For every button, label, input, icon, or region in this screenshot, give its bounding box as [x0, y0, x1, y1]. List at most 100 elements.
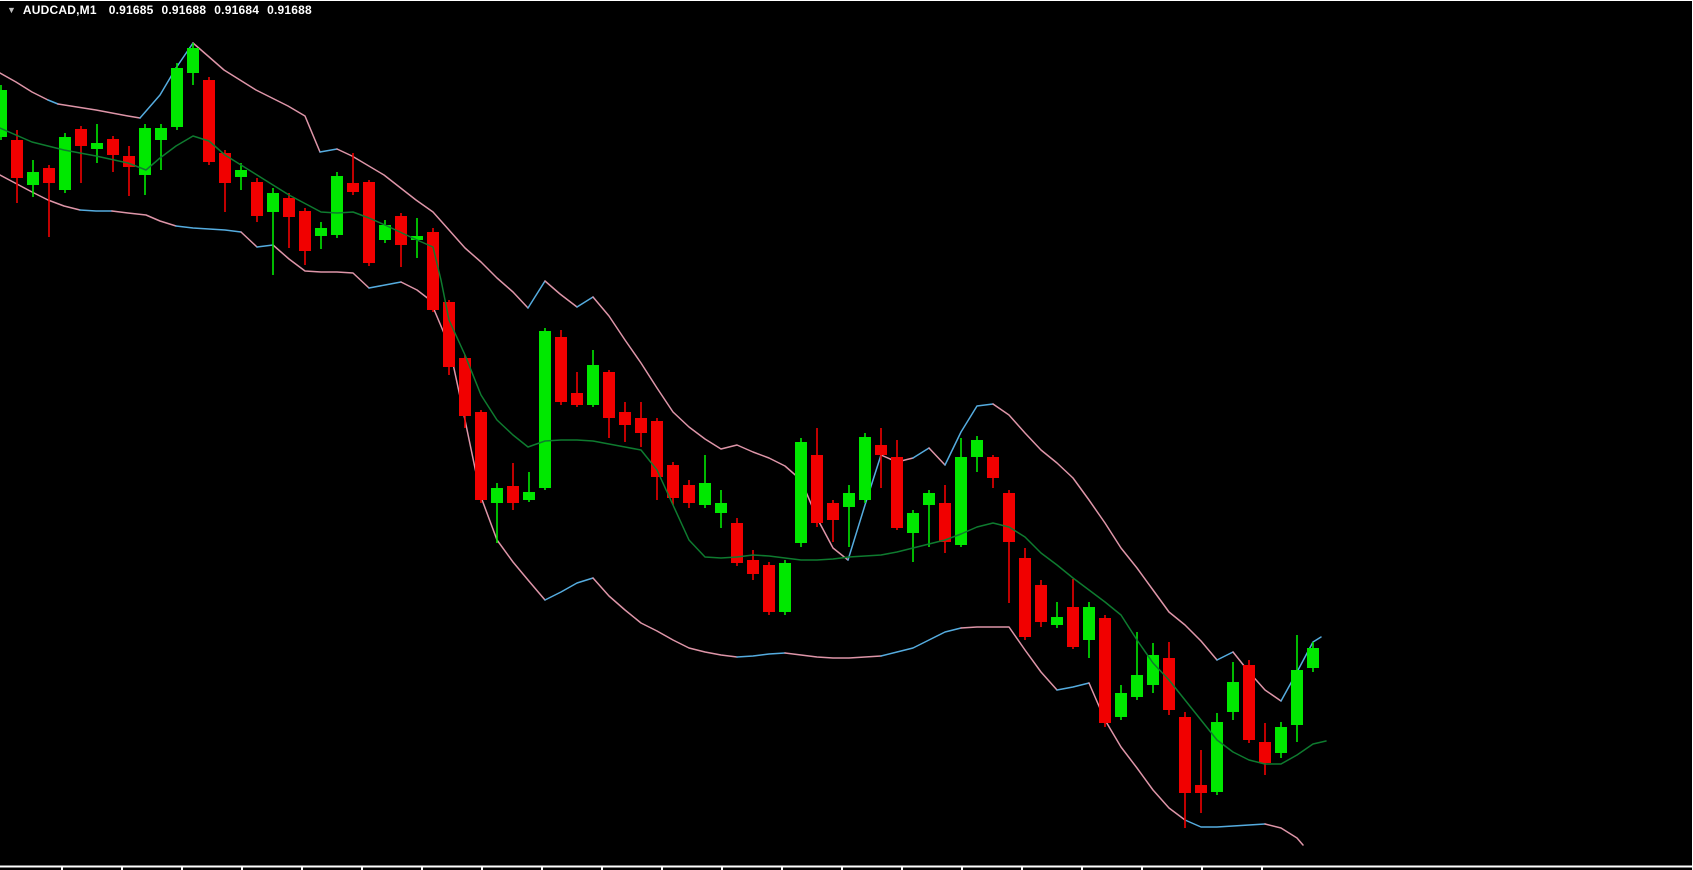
candle-bear — [251, 182, 263, 216]
candle-bull — [1227, 682, 1239, 712]
chart-header: ▼ AUDCAD,M1 0.91685 0.91688 0.91684 0.91… — [7, 3, 312, 17]
candle-bull — [27, 172, 39, 185]
upper-band-blue-segment — [319, 148, 338, 153]
candle-bull — [267, 193, 279, 212]
candle-bear — [747, 560, 759, 574]
candle-bear — [891, 457, 903, 528]
upper-band-pink-segment — [928, 447, 946, 466]
candle-bull — [139, 128, 151, 175]
candle-bull — [315, 228, 327, 236]
candle-bear — [1259, 742, 1271, 763]
lower-band-blue-segment — [79, 209, 113, 212]
candle-bear — [75, 129, 87, 146]
candle-bull — [795, 442, 807, 543]
lower-band-pink-segment — [592, 577, 738, 658]
candle-bear — [731, 523, 743, 563]
upper-band-blue-segment — [847, 454, 882, 561]
candle-bear — [427, 232, 439, 310]
symbol-timeframe-label: AUDCAD,M1 — [22, 3, 97, 17]
upper-band-pink-segment — [192, 42, 321, 153]
candle-bull — [187, 48, 199, 73]
upper-band-pink-segment — [336, 148, 529, 309]
candle-bull — [1147, 655, 1159, 685]
candle-bull — [155, 128, 167, 140]
candle-bull — [715, 503, 727, 513]
lower-band-blue-segment — [1056, 682, 1090, 691]
candle-bull — [523, 492, 535, 500]
candle-bear — [459, 358, 471, 416]
lower-band-blue-segment — [256, 244, 274, 248]
lower-band-pink-segment — [0, 174, 81, 211]
candle-bear — [1019, 558, 1031, 637]
ohlc-high-value: 0.91688 — [161, 3, 207, 17]
upper-band-blue-segment — [1216, 651, 1234, 661]
candle-bear — [11, 140, 23, 178]
candle-bear — [1035, 585, 1047, 622]
candle-bull — [923, 493, 935, 505]
candle-bull — [1131, 675, 1143, 697]
candle-bear — [1099, 618, 1111, 723]
lower-band-pink-segment — [240, 231, 258, 248]
candle-bear — [939, 503, 951, 542]
lower-band-blue-segment — [736, 652, 786, 658]
lower-band-pink-segment — [111, 210, 177, 227]
ohlc-low-value: 0.91684 — [214, 3, 260, 17]
candle-bull — [1291, 670, 1303, 725]
candle-bull — [1051, 617, 1063, 625]
lower-band-pink-segment — [784, 652, 882, 659]
candle-bull — [0, 90, 7, 137]
candle-bull — [1275, 727, 1287, 753]
upper-band-blue-segment — [527, 280, 546, 309]
candle-bull — [1083, 607, 1095, 640]
candle-bear — [347, 183, 359, 192]
candle-bear — [395, 216, 407, 245]
upper-band-pink-segment — [57, 103, 141, 119]
candle-bull — [587, 365, 599, 405]
candle-bear — [507, 486, 519, 503]
candle-bull — [235, 170, 247, 177]
upper-band-blue-segment — [47, 99, 59, 105]
candle-bear — [363, 182, 375, 263]
candle-bear — [667, 465, 679, 498]
candle-bull — [843, 493, 855, 507]
candle-bull — [859, 437, 871, 500]
candle-bull — [491, 488, 503, 503]
candle-bull — [411, 236, 423, 240]
symbol-dropdown-icon[interactable]: ▼ — [7, 5, 16, 15]
candle-bull — [91, 143, 103, 149]
candle-bull — [1307, 648, 1319, 668]
candle-bull — [1211, 722, 1223, 792]
candle-bear — [635, 418, 647, 433]
candle-bear — [1067, 607, 1079, 647]
candle-bear — [475, 412, 487, 500]
candle-bear — [283, 198, 295, 217]
upper-band-blue-segment — [944, 403, 994, 466]
candle-bear — [1163, 658, 1175, 710]
ohlc-open-value: 0.91685 — [108, 3, 154, 17]
lower-band-blue-segment — [175, 225, 242, 233]
candle-bull — [971, 440, 983, 457]
upper-band-pink-segment — [1232, 651, 1282, 702]
candle-bull — [331, 176, 343, 235]
candle-bull — [907, 513, 919, 533]
lower-band-blue-segment — [1184, 819, 1266, 828]
upper-band-blue-segment — [139, 42, 194, 119]
candle-bear — [1243, 665, 1255, 740]
candle-bear — [571, 393, 583, 405]
lower-band-pink-segment — [272, 244, 370, 289]
candle-bear — [987, 457, 999, 478]
candle-bear — [443, 302, 455, 367]
candle-bear — [683, 485, 695, 503]
lower-band-pink-segment — [960, 626, 1058, 691]
candle-bear — [1195, 785, 1207, 793]
middle-ma-line — [0, 127, 1327, 765]
candle-bear — [1003, 493, 1015, 542]
candle-bull — [779, 563, 791, 612]
upper-band-pink-segment — [0, 72, 49, 101]
ohlc-close-value: 0.91688 — [267, 3, 312, 17]
candle-bull — [59, 137, 71, 190]
candle-bear — [299, 211, 311, 251]
candle-bear — [827, 503, 839, 520]
